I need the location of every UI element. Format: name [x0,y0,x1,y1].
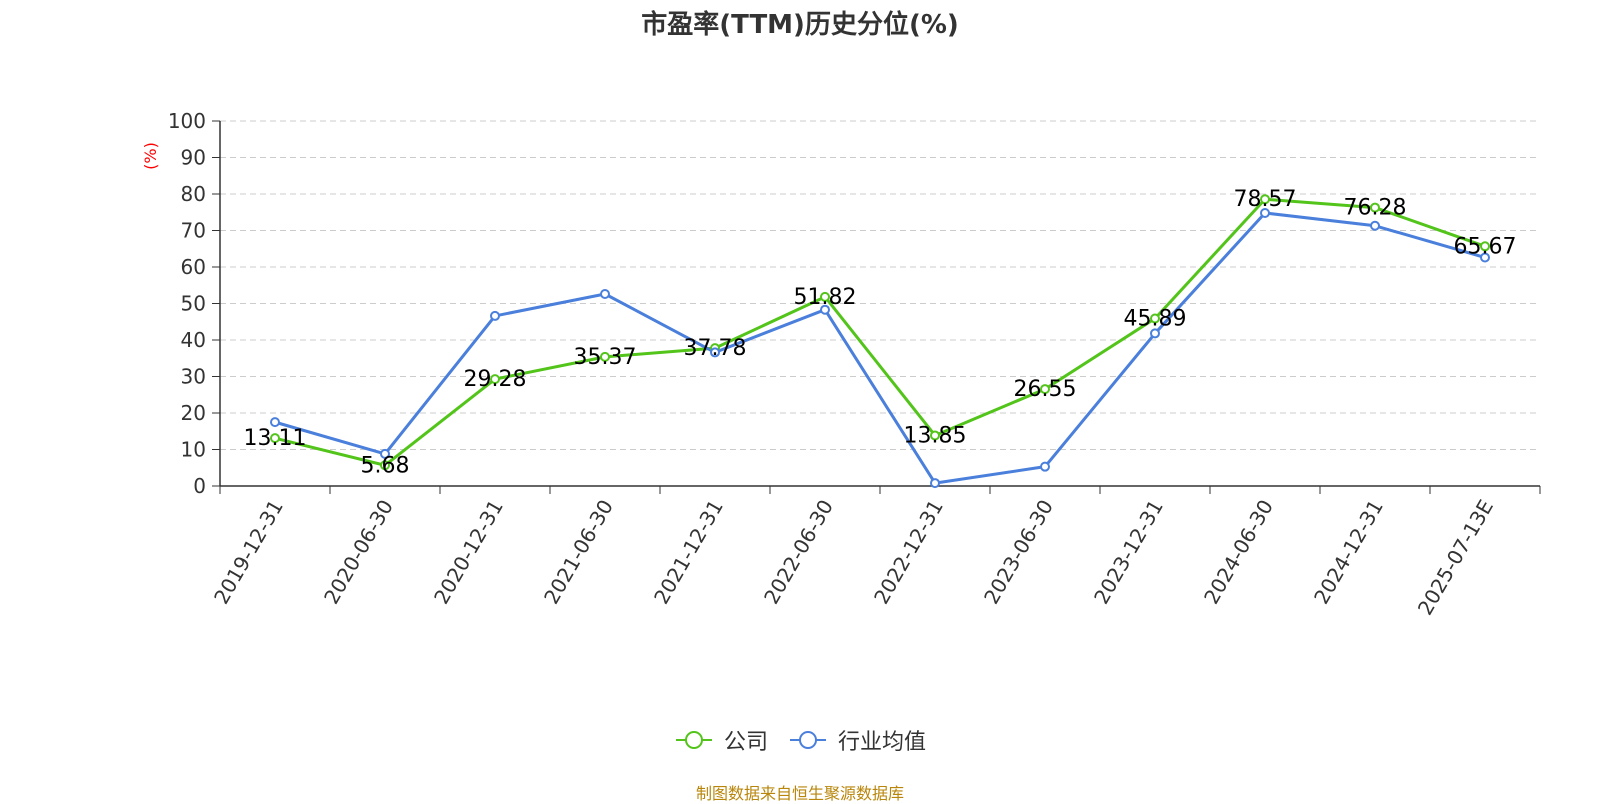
data-label: 51.82 [794,285,857,310]
data-point-0 [380,460,390,471]
series-line-0 [274,197,1486,467]
data-point-1 [1370,220,1380,231]
y-tick-label: 10 [181,438,206,462]
x-tick-label: 2019-12-31 [209,496,288,609]
data-label: 26.55 [1014,377,1077,402]
legend-marker-industry-icon [790,731,826,749]
data-point-0 [490,374,500,385]
x-tick-label: 2021-12-31 [649,496,728,609]
y-axis-ticks: 0 10 20 30 40 50 60 70 80 90 100 [168,109,220,498]
data-point-0 [820,291,830,302]
data-point-1 [1260,207,1270,218]
chart-title: 市盈率(TTM)历史分位(%) [641,10,959,40]
series-line-1 [274,211,1486,485]
data-label: 13.11 [244,426,307,451]
data-point-1 [820,304,830,315]
y-axis-label: (%) [141,142,160,170]
data-label: 37.78 [684,336,747,361]
y-tick-label: 60 [181,255,206,279]
data-point-1 [380,448,390,459]
data-point-0 [1040,384,1050,395]
legend-marker-company-icon [675,731,712,749]
data-point-1 [490,310,500,321]
x-tick-label: 2023-12-31 [1089,496,1168,609]
y-tick-label: 30 [181,365,206,389]
x-tick-label: 2021-06-30 [539,496,618,609]
x-tick-label: 2024-12-31 [1309,496,1388,609]
legend: 公司 行业均值 [0,724,1600,756]
data-point-0 [1370,202,1380,213]
data-point-0 [270,433,280,444]
data-source-note: 制图数据来自恒生聚源数据库 [695,784,904,803]
data-point-1 [270,417,280,428]
series-lines [270,194,1490,489]
y-tick-label: 90 [181,146,206,170]
data-label: 76.28 [1344,196,1407,221]
data-point-0 [600,351,610,362]
data-point-1 [930,478,940,489]
data-labels: 13.11 5.68 29.28 35.37 37.78 51.82 13.85 26.55 4… [244,187,1517,478]
x-tick-label: 2020-12-31 [429,496,508,609]
grid-lines [220,120,1540,450]
data-label: 78.57 [1234,187,1297,212]
data-point-0 [1150,313,1160,324]
legend-label-company: 公司 [723,730,768,755]
x-tick-label: 2025-07-13E [1413,496,1498,620]
y-tick-label: 70 [181,219,206,243]
data-point-0 [930,430,940,441]
data-point-1 [600,289,610,300]
x-tick-label: 2024-06-30 [1199,496,1278,609]
data-label: 65.67 [1454,234,1517,259]
x-axis-ticks: 2019-12-31 2020-06-30 2020-12-31 2021-06-30… [209,486,1541,620]
data-label: 45.89 [1124,307,1187,332]
data-label: 35.37 [574,345,637,370]
x-tick-label: 2023-06-30 [979,496,1058,609]
data-point-0 [1480,241,1490,252]
y-tick-label: 40 [181,328,206,352]
data-point-0 [1260,194,1270,205]
data-label: 29.28 [464,367,527,392]
data-point-1 [1150,328,1160,339]
x-tick-label: 2020-06-30 [319,496,398,609]
data-point-1 [1040,461,1050,472]
y-tick-label: 0 [193,474,206,498]
x-tick-label: 2022-06-30 [759,496,838,609]
legend-item-company[interactable]: 公司 [674,724,768,756]
data-label: 13.85 [904,423,967,448]
y-tick-label: 100 [168,109,206,133]
y-tick-label: 50 [181,292,206,316]
data-point-1 [710,347,720,358]
y-tick-label: 20 [181,401,206,425]
legend-item-industry-average[interactable]: 行业均值 [788,724,926,756]
legend-label-industry-average: 行业均值 [838,730,927,755]
data-point-1 [1480,252,1490,263]
data-label: 5.68 [361,453,410,478]
y-tick-label: 80 [181,182,206,206]
x-tick-label: 2022-12-31 [869,496,948,609]
